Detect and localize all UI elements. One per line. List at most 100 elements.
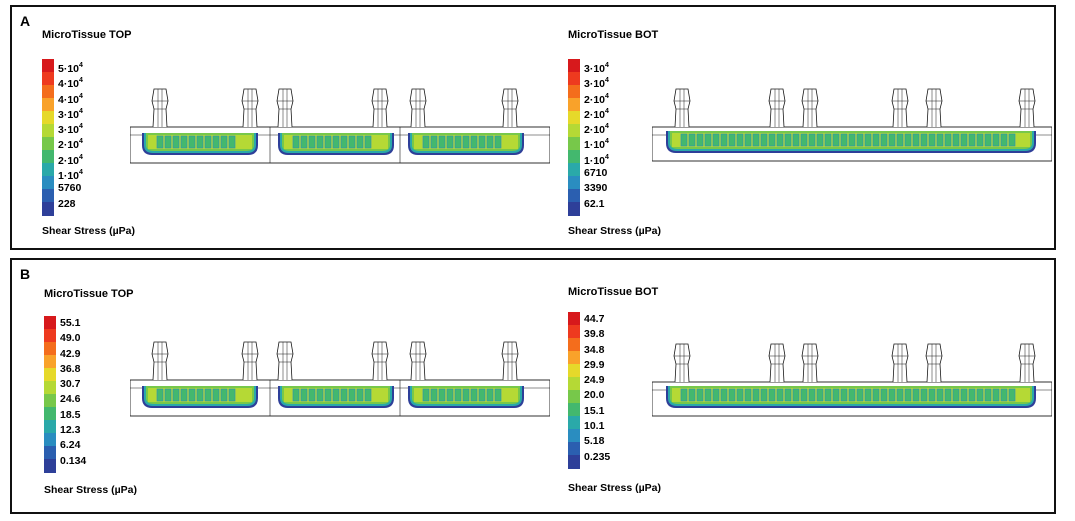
tissue-cell [308,135,316,149]
tissue-cell [904,133,912,147]
colorbar [42,59,54,216]
tissue-cell [744,133,752,147]
tissue-cell [1008,388,1016,402]
tissue-cell [928,133,936,147]
tissue-cell [300,388,308,402]
subfigure-title: MicroTissue TOP [44,288,134,300]
tissue-cell [180,135,188,149]
colorbar-caption: Shear Stress (µPa) [568,225,662,237]
subfigure-title: MicroTissue TOP [42,29,132,41]
tissue-cell [204,135,212,149]
colorbar-tick-label: 20.0 [584,389,605,402]
colorbar-segment [568,377,580,391]
tissue-cell [364,388,372,402]
chamber [666,386,1036,408]
tissue-cell [728,133,736,147]
colorbar-segment [568,150,580,164]
tissue-cell [454,135,462,149]
tissue-cell [324,135,332,149]
chamber [408,386,524,408]
tissue-cell [308,388,316,402]
tissue-cell [912,133,920,147]
tissue-cell [164,388,172,402]
colorbar-tick-label: 0.134 [60,454,87,467]
tissue-cell [928,388,936,402]
colorbar-segment [568,364,580,378]
port [276,88,294,128]
tissue-cell [196,135,204,149]
tissue-cell [212,135,220,149]
tissue-cell [936,133,944,147]
colorbar-tick-label: 29.9 [584,358,605,371]
tissue-cell [784,133,792,147]
colorbar-tick-label: 3·104 [58,123,83,137]
chamber [278,386,394,408]
colorbar-segment [568,137,580,151]
tissue-cell [486,135,494,149]
tissue-cell [960,133,968,147]
colorbar [44,316,56,473]
colorbar-tick-label: 55.1 [60,317,81,329]
port [151,341,169,381]
colorbar-tick-label: 2·104 [584,107,609,121]
colorbar-segment [42,176,54,190]
tissue-cell [220,135,228,149]
colorbar-segment [42,72,54,86]
colorbar-segment [568,442,580,456]
tissue-cell [300,135,308,149]
tissue-cell [172,388,180,402]
tissue-cell [872,133,880,147]
tissue-cell [324,388,332,402]
colorbar-tick-label: 36.8 [60,362,81,375]
subfigure-title: MicroTissue BOT [568,286,659,298]
tissue-cell [340,388,348,402]
tissue-cell [228,388,236,402]
colorbar-tick-label: 228 [58,197,76,210]
colorbar-segment [568,59,580,73]
colorbar-segment [42,59,54,73]
tissue-cell [880,133,888,147]
colorbar-tick-label: 2·104 [584,92,609,106]
tissue-cell [952,388,960,402]
tissue-cell [944,388,952,402]
tissue-cell [848,388,856,402]
colorbar-caption: Shear Stress (µPa) [44,484,138,496]
tissue-cell [220,388,228,402]
tissue-cell [976,388,984,402]
colorbar-segment [568,351,580,365]
colorbar-tick-label: 4·104 [58,77,83,91]
colorbar-segment [42,202,54,216]
tissue-cell [960,388,968,402]
tissue-cell [968,133,976,147]
tissue-cell [462,135,470,149]
colorbar-segment [42,85,54,99]
colorbar-caption: Shear Stress (µPa) [568,482,662,494]
tissue-cell [992,388,1000,402]
tissue-cell [156,135,164,149]
tissue-cell [768,133,776,147]
tissue-cell [720,133,728,147]
tissue-cell [156,388,164,402]
tissue-cell [188,135,196,149]
colorbar-tick-label: 3390 [584,182,608,195]
colorbar-tick-label: 15.1 [584,404,605,417]
colorbar-segment [42,137,54,151]
tissue-cell [688,388,696,402]
tissue-cell [228,135,236,149]
port [673,88,691,128]
port [501,88,519,128]
colorbar [568,312,580,469]
tissue-cell [172,135,180,149]
device-geometry-bot [652,343,1052,417]
port [673,343,691,383]
tissue-cell [808,133,816,147]
tissue-cell [494,388,502,402]
colorbar-tick-label: 1·104 [58,169,83,183]
tissue-cell [422,135,430,149]
port [371,88,389,128]
colorbar-segment [42,124,54,138]
tissue-cell [478,388,486,402]
tissue-cell [952,133,960,147]
tissue-cell [696,388,704,402]
tissue-cell [896,133,904,147]
